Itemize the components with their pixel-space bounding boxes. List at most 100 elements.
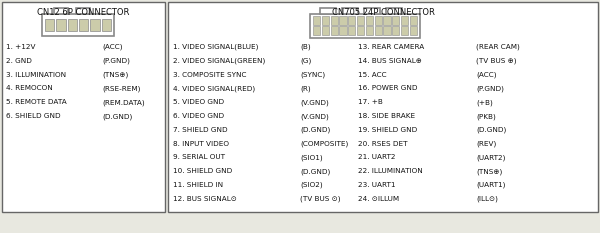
Bar [91,19,100,31]
Text: 12. BUS SIGNAL⊙: 12. BUS SIGNAL⊙ [173,196,237,202]
Text: 18. SIDE BRAKE: 18. SIDE BRAKE [358,113,415,119]
Text: 1. VIDEO SIGNAL(BLUE): 1. VIDEO SIGNAL(BLUE) [173,44,259,51]
Text: 3. ILLUMINATION: 3. ILLUMINATION [6,72,66,78]
Bar [392,16,400,25]
Bar [383,26,391,35]
Bar [331,16,338,25]
Text: (TV BUS ⊙): (TV BUS ⊙) [300,196,341,202]
Bar [348,26,355,35]
Text: 17. +B: 17. +B [358,99,383,105]
Bar [364,8,380,14]
Bar [320,8,336,14]
Text: 9. SERIAL OUT: 9. SERIAL OUT [173,154,225,160]
Text: 20. RSES DET: 20. RSES DET [358,140,407,147]
Text: 2. GND: 2. GND [6,58,32,64]
Bar [322,16,329,25]
Bar [340,16,347,25]
Bar [357,16,364,25]
Bar [313,16,320,25]
Text: (B): (B) [300,44,311,51]
Bar [76,8,90,14]
Bar [79,19,88,31]
Text: 8. INPUT VIDEO: 8. INPUT VIDEO [173,140,229,147]
Text: (D.GND): (D.GND) [300,127,330,133]
Text: 6. VIDEO GND: 6. VIDEO GND [173,113,224,119]
Text: (ACC): (ACC) [102,44,122,51]
Bar [45,19,55,31]
Bar [331,26,338,35]
Bar [54,8,68,14]
Text: 5. VIDEO GND: 5. VIDEO GND [173,99,224,105]
Text: 16. POWER GND: 16. POWER GND [358,86,418,91]
Bar [401,26,408,35]
Text: (UART1): (UART1) [476,182,505,188]
Bar [401,16,408,25]
Bar [42,14,114,36]
Bar [68,19,77,31]
Text: (UART2): (UART2) [476,154,505,161]
Text: (TV BUS ⊕): (TV BUS ⊕) [476,58,517,64]
Bar [410,26,417,35]
Bar [366,26,373,35]
Text: CN705 24P CONNECTOR: CN705 24P CONNECTOR [332,8,434,17]
Bar [101,19,111,31]
Text: (RSE-REM): (RSE-REM) [102,86,140,92]
Text: CN12 6P CONNECTOR: CN12 6P CONNECTOR [37,8,129,17]
Text: (REAR CAM): (REAR CAM) [476,44,520,51]
Text: 10. SHIELD GND: 10. SHIELD GND [173,168,232,174]
Bar [374,26,382,35]
Text: (ILL⊙): (ILL⊙) [476,196,498,202]
Text: 15. ACC: 15. ACC [358,72,386,78]
Bar [392,26,400,35]
Text: (D.GND): (D.GND) [476,127,506,133]
Text: 5. REMOTE DATA: 5. REMOTE DATA [6,99,67,105]
Text: (COMPOSITE): (COMPOSITE) [300,140,348,147]
Text: 23. UART1: 23. UART1 [358,182,395,188]
Text: (V.GND): (V.GND) [300,113,329,120]
Text: 21. UART2: 21. UART2 [358,154,395,160]
Bar [340,26,347,35]
Text: (P.GND): (P.GND) [476,86,504,92]
Bar [383,16,391,25]
Bar [366,16,373,25]
Text: 24. ⊙ILLUM: 24. ⊙ILLUM [358,196,399,202]
Text: 4. REMOCON: 4. REMOCON [6,86,53,91]
Text: 13. REAR CAMERA: 13. REAR CAMERA [358,44,424,50]
Text: 22. ILLUMINATION: 22. ILLUMINATION [358,168,423,174]
Text: (D.GND): (D.GND) [300,168,330,175]
Text: 4. VIDEO SIGNAL(RED): 4. VIDEO SIGNAL(RED) [173,86,255,92]
Bar [313,26,320,35]
Text: (D.GND): (D.GND) [102,113,132,120]
Text: (ACC): (ACC) [476,72,497,78]
Bar [168,2,598,212]
Text: (P.GND): (P.GND) [102,58,130,64]
Text: (SIO2): (SIO2) [300,182,323,188]
Text: (PKB): (PKB) [476,113,496,120]
Text: (R): (R) [300,86,311,92]
Text: (TNS⊕): (TNS⊕) [102,72,128,78]
Text: (SYNC): (SYNC) [300,72,325,78]
Text: (V.GND): (V.GND) [300,99,329,106]
Text: (REM.DATA): (REM.DATA) [102,99,145,106]
Text: 6. SHIELD GND: 6. SHIELD GND [6,113,61,119]
Text: (REV): (REV) [476,140,496,147]
Bar [322,26,329,35]
Bar [386,8,402,14]
Text: 11. SHIELD IN: 11. SHIELD IN [173,182,223,188]
Bar [357,26,364,35]
Text: 3. COMPOSITE SYNC: 3. COMPOSITE SYNC [173,72,247,78]
Text: (TNS⊕): (TNS⊕) [476,168,502,175]
Bar [2,2,165,212]
Bar [410,16,417,25]
Text: (G): (G) [300,58,311,64]
Text: 7. SHIELD GND: 7. SHIELD GND [173,127,227,133]
Text: 14. BUS SIGNAL⊕: 14. BUS SIGNAL⊕ [358,58,422,64]
Text: (+B): (+B) [476,99,493,106]
Bar [56,19,65,31]
Bar [310,14,420,38]
Text: 1. +12V: 1. +12V [6,44,35,50]
Bar [348,16,355,25]
Bar [342,8,358,14]
Text: 2. VIDEO SIGNAL(GREEN): 2. VIDEO SIGNAL(GREEN) [173,58,265,64]
Bar [374,16,382,25]
